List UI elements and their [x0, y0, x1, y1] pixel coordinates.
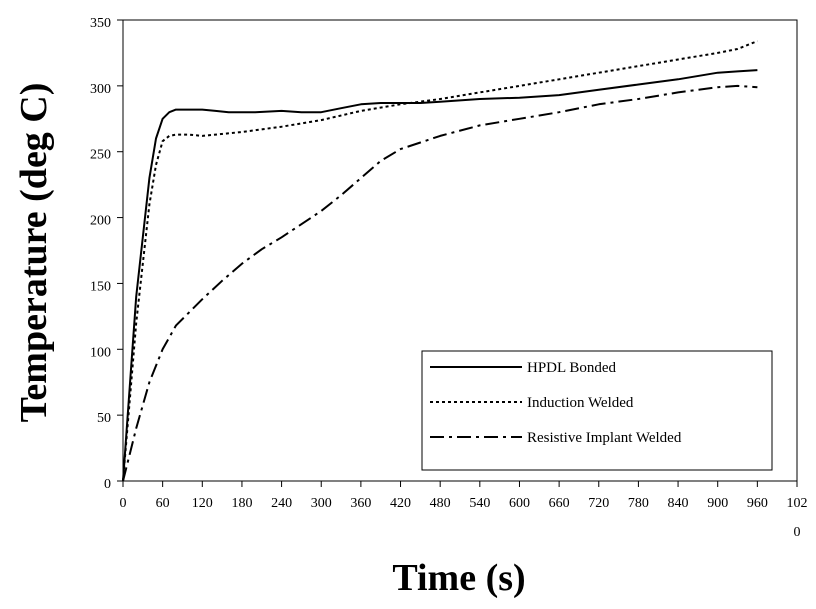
legend: HPDL Bonded Induction Welded Resistive Imp… — [421, 350, 773, 471]
y-axis-title: Temperature (deg C) — [13, 83, 55, 423]
x-tick-label: 540 — [469, 496, 490, 511]
series-line-1 — [122, 69, 758, 482]
y-tick-label: 250 — [90, 148, 111, 163]
x-tick-label: 180 — [231, 496, 252, 511]
y-tick-label: 300 — [90, 82, 111, 97]
series-line-3 — [122, 84, 758, 482]
x-axis-title: Time (s) — [392, 557, 525, 599]
y-tick-label: 150 — [90, 279, 111, 294]
legend-box — [421, 350, 773, 471]
x-tick-label: 780 — [628, 496, 649, 511]
x-tick-label: 102 — [787, 496, 808, 511]
x-tick-label: 0 — [120, 496, 127, 511]
x-tick-label: 120 — [192, 496, 213, 511]
x-tick-label: 600 — [509, 496, 530, 511]
y-tick-label: 350 — [90, 16, 111, 31]
x-tick-label: 900 — [707, 496, 728, 511]
x-tick-label: 660 — [549, 496, 570, 511]
y-tick-label: 50 — [97, 411, 111, 426]
x-tick-label: 480 — [430, 496, 451, 511]
x-tick-label: 240 — [271, 496, 292, 511]
plot-area — [122, 19, 798, 482]
legend-items: HPDL Bonded Induction Welded Resistive Imp… — [430, 360, 682, 446]
legend-label-1: HPDL Bonded — [527, 360, 617, 376]
tick-group: 0 50 100 150 200 250 300 350 0 60 120 180 240 300 360 4… — [90, 16, 808, 540]
y-tick-label: 100 — [90, 345, 111, 360]
legend-label-2: Induction Welded — [527, 395, 634, 411]
x-tick-label: 420 — [390, 496, 411, 511]
y-tick-label: 200 — [90, 214, 111, 229]
x-tick-label: 0 — [794, 525, 801, 540]
x-tick-label: 360 — [350, 496, 371, 511]
x-tick-label: 60 — [156, 496, 170, 511]
x-tick-label: 960 — [747, 496, 768, 511]
y-tick-label: 0 — [104, 477, 111, 492]
x-tick-label: 300 — [311, 496, 332, 511]
x-tick-label: 720 — [588, 496, 609, 511]
legend-label-3: Resistive Implant Welded — [527, 430, 682, 446]
series-group — [122, 40, 758, 482]
series-line-2 — [122, 40, 758, 482]
x-tick-label: 840 — [668, 496, 689, 511]
